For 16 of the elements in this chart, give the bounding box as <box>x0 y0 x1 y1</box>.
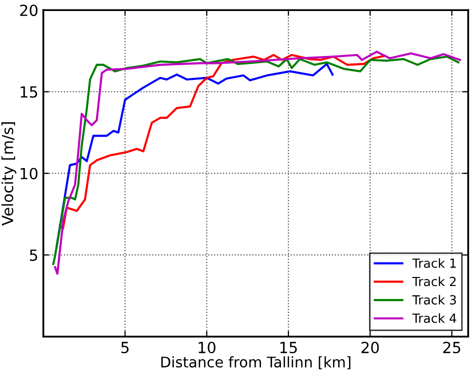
x-tick-label: 15 <box>280 342 297 354</box>
legend-label: Track 1 <box>412 258 456 268</box>
x-tick-label: 25 <box>443 342 460 354</box>
x-axis-title: Distance from Tallinn [km] <box>161 356 350 370</box>
legend-label: Track 4 <box>412 313 456 323</box>
y-tick-label: 20 <box>20 4 38 16</box>
y-tick-label: 15 <box>20 86 38 98</box>
legend-label: Track 2 <box>412 276 456 286</box>
y-axis-title: Velocity [m/s] <box>1 122 16 226</box>
legend-label: Track 3 <box>412 294 456 305</box>
x-tick-label: 5 <box>121 342 129 354</box>
line-series <box>58 54 386 230</box>
x-tick-label: 20 <box>362 342 379 354</box>
y-tick-label: 10 <box>20 168 38 180</box>
x-tick-label: 10 <box>198 342 216 354</box>
y-tick-label: 5 <box>30 250 38 261</box>
